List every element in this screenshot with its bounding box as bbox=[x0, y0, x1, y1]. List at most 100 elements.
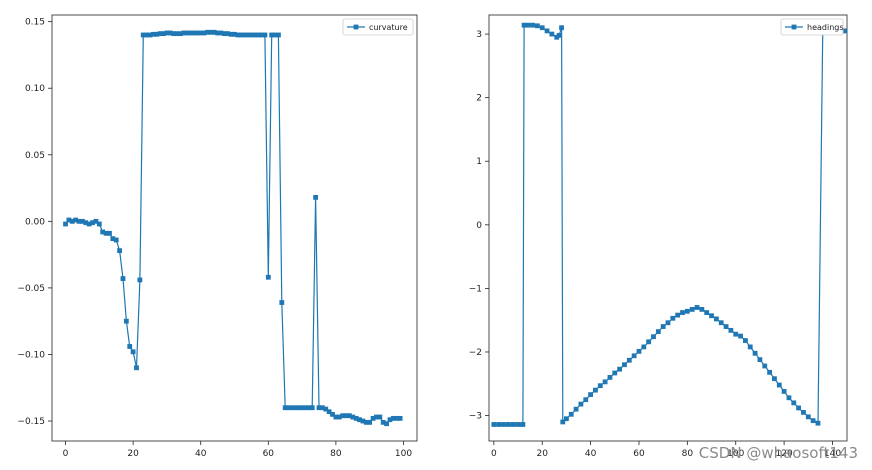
data-point bbox=[560, 419, 566, 425]
data-point bbox=[733, 331, 739, 337]
data-point bbox=[684, 308, 690, 314]
legend-label: curvature bbox=[369, 23, 408, 32]
data-point bbox=[313, 194, 319, 200]
data-point bbox=[521, 22, 527, 28]
data-point bbox=[248, 32, 254, 38]
data-point bbox=[292, 405, 298, 411]
data-point bbox=[810, 418, 816, 424]
data-point bbox=[289, 405, 295, 411]
data-point bbox=[100, 229, 106, 235]
y-tick-label: 0 bbox=[476, 221, 482, 231]
y-tick-label: 0.00 bbox=[25, 217, 45, 227]
data-point bbox=[117, 248, 122, 254]
data-point bbox=[303, 405, 308, 411]
data-point bbox=[225, 31, 231, 37]
data-point bbox=[491, 422, 497, 427]
data-point bbox=[134, 365, 139, 371]
x-tick-label: 100 bbox=[727, 449, 744, 459]
legend-box bbox=[780, 18, 844, 36]
data-point bbox=[259, 32, 264, 38]
data-point bbox=[796, 405, 802, 411]
y-tick-label: 0.05 bbox=[25, 151, 45, 161]
data-point bbox=[191, 30, 197, 36]
data-point bbox=[776, 382, 782, 388]
data-point bbox=[655, 329, 661, 335]
data-point bbox=[218, 30, 224, 36]
data-point bbox=[370, 415, 376, 421]
data-point bbox=[752, 350, 758, 356]
data-point bbox=[238, 32, 244, 38]
chart-1: 0 20 40 60 80 100 −0.15 −0.10 −0.05 0.00 0.05 0.10 0… bbox=[17, 14, 418, 459]
data-point bbox=[556, 32, 562, 38]
x-tick-label: 140 bbox=[824, 449, 841, 459]
data-point bbox=[69, 218, 75, 224]
data-point bbox=[66, 217, 72, 223]
data-point bbox=[767, 369, 772, 375]
data-point bbox=[309, 405, 315, 411]
data-point bbox=[704, 310, 710, 315]
data-point bbox=[390, 415, 396, 421]
data-point bbox=[394, 415, 400, 421]
data-point bbox=[127, 344, 133, 349]
data-point bbox=[617, 366, 623, 372]
data-point bbox=[150, 31, 156, 37]
data-point bbox=[568, 411, 574, 417]
data-point bbox=[265, 274, 271, 280]
data-point bbox=[113, 237, 119, 243]
series-line-headings bbox=[493, 24, 845, 426]
data-point bbox=[554, 34, 560, 40]
data-point bbox=[96, 221, 102, 227]
data-point bbox=[140, 32, 146, 38]
data-point bbox=[357, 417, 362, 423]
data-point bbox=[228, 31, 234, 37]
data-point bbox=[323, 406, 329, 412]
data-point bbox=[738, 333, 743, 339]
data-point bbox=[515, 422, 521, 427]
data-point bbox=[578, 401, 584, 407]
data-point bbox=[530, 22, 535, 28]
data-point bbox=[262, 32, 268, 38]
data-point bbox=[83, 220, 89, 226]
data-point bbox=[791, 400, 797, 406]
data-point bbox=[181, 30, 187, 36]
x-tick-label: 20 bbox=[536, 449, 548, 459]
data-point bbox=[631, 353, 637, 359]
data-point bbox=[93, 218, 99, 224]
data-point bbox=[245, 32, 251, 38]
data-point bbox=[496, 422, 502, 427]
data-point bbox=[559, 25, 564, 31]
data-point bbox=[772, 376, 777, 382]
data-point bbox=[842, 28, 847, 34]
data-point bbox=[622, 362, 627, 368]
data-point bbox=[330, 411, 335, 417]
data-point bbox=[336, 414, 342, 420]
data-point bbox=[343, 413, 349, 419]
data-point bbox=[505, 422, 511, 427]
data-point bbox=[353, 415, 359, 421]
y-tick-label: 3 bbox=[476, 30, 482, 40]
data-point bbox=[269, 32, 275, 38]
data-point bbox=[276, 32, 281, 38]
data-point bbox=[63, 221, 68, 227]
data-point bbox=[723, 324, 729, 329]
data-point bbox=[215, 30, 221, 36]
data-point bbox=[665, 320, 671, 326]
x-tick-label: 0 bbox=[491, 449, 497, 459]
data-point bbox=[670, 315, 676, 321]
y-tick-label: −2 bbox=[469, 348, 482, 358]
data-point bbox=[296, 405, 302, 411]
data-point bbox=[564, 416, 569, 422]
data-point bbox=[713, 316, 719, 322]
data-point bbox=[255, 32, 261, 38]
legend-label: headings bbox=[807, 23, 844, 32]
data-point bbox=[384, 421, 389, 427]
data-point bbox=[743, 338, 748, 343]
data-point bbox=[520, 422, 526, 427]
x-tick-label: 20 bbox=[127, 449, 139, 459]
data-point bbox=[549, 31, 555, 37]
data-point bbox=[211, 29, 217, 35]
data-point bbox=[286, 405, 291, 411]
y-tick-label: −0.15 bbox=[17, 417, 45, 427]
plot-frame bbox=[51, 14, 418, 442]
